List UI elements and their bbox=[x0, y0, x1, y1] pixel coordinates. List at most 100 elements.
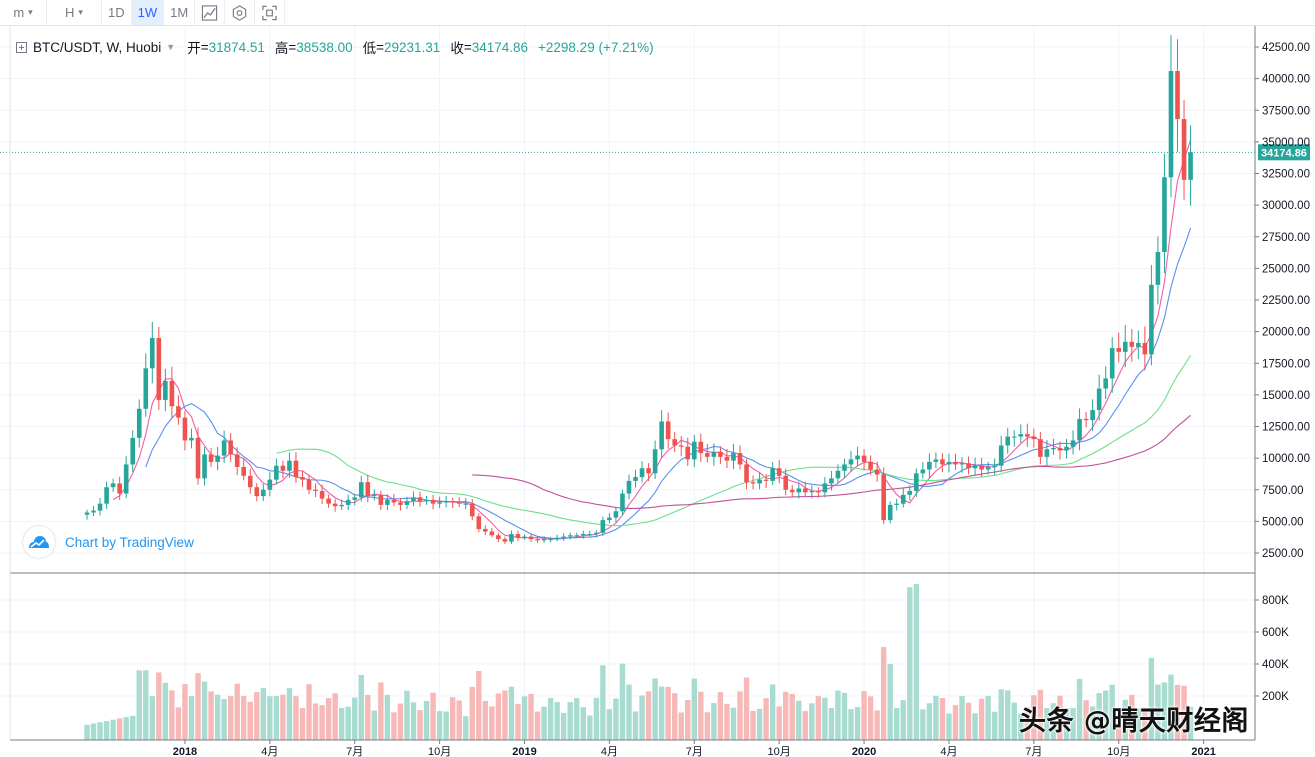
volume-bar bbox=[920, 709, 926, 740]
volume-bar bbox=[867, 696, 874, 740]
candle-body bbox=[1142, 343, 1148, 355]
volume-bar bbox=[384, 694, 391, 740]
volume-bar bbox=[1005, 690, 1011, 740]
volume-bar bbox=[1187, 706, 1194, 740]
ma-60-line bbox=[472, 414, 1191, 509]
volume-bar bbox=[1037, 689, 1044, 740]
price-tick-label: 17500.00 bbox=[1262, 358, 1310, 370]
candle-body bbox=[1064, 446, 1069, 451]
fullscreen-button[interactable] bbox=[255, 0, 286, 25]
chart-style-icon bbox=[202, 4, 218, 21]
interval-hours-button[interactable]: H ▾ bbox=[47, 0, 102, 25]
candle-body bbox=[894, 503, 900, 505]
price-tick-label: 12500.00 bbox=[1262, 422, 1310, 434]
candle-body bbox=[1162, 177, 1167, 252]
volume-bar bbox=[698, 691, 704, 740]
candle-body bbox=[1175, 71, 1180, 120]
volume-bar bbox=[645, 691, 652, 740]
candle-body bbox=[1038, 439, 1043, 457]
axes: 34174.86 2500.00 5000.00 7500.00 10000.00 125… bbox=[0, 26, 1310, 757]
interval-1w-button[interactable]: 1W bbox=[131, 0, 165, 25]
volume-bar bbox=[1142, 708, 1148, 740]
interval-1d-button[interactable]: 1D bbox=[102, 0, 132, 25]
volume-bar bbox=[913, 584, 920, 740]
candle-body bbox=[548, 539, 553, 541]
volume-bar bbox=[678, 712, 684, 740]
candle-body bbox=[143, 368, 149, 409]
volume-bar bbox=[593, 697, 600, 740]
candle-body bbox=[130, 437, 136, 465]
volume-bar bbox=[1109, 684, 1115, 740]
volume-bar bbox=[391, 712, 397, 740]
candle-body bbox=[1096, 388, 1102, 411]
candle-body bbox=[626, 480, 632, 494]
symbol-title[interactable]: BTC/USDT, W, Huobi bbox=[33, 39, 162, 55]
volume-bar bbox=[613, 698, 619, 740]
candle-body bbox=[1051, 448, 1056, 450]
volume-bar bbox=[332, 693, 338, 740]
volume-bar bbox=[796, 700, 802, 740]
grid bbox=[0, 26, 1255, 740]
candle-body bbox=[535, 539, 540, 541]
volume-bar bbox=[1018, 713, 1024, 740]
volume-bar bbox=[574, 697, 580, 740]
volume-bar bbox=[162, 682, 169, 740]
volume-bar bbox=[822, 697, 828, 740]
volume-bar bbox=[299, 707, 306, 740]
volume-bar bbox=[946, 713, 952, 740]
volume-bar bbox=[691, 678, 697, 740]
chevron-down-icon[interactable]: ▼ bbox=[166, 42, 176, 52]
volume-bar bbox=[534, 711, 541, 740]
chart-style-button[interactable] bbox=[195, 0, 226, 25]
candle-body bbox=[600, 520, 606, 533]
candle-body bbox=[914, 473, 919, 492]
volume-bar bbox=[711, 703, 717, 740]
volume-bar bbox=[319, 705, 325, 740]
candle-body bbox=[319, 491, 325, 499]
expand-icon[interactable] bbox=[16, 41, 27, 53]
candle-body bbox=[528, 536, 534, 540]
candle-body bbox=[104, 487, 109, 504]
candle-body bbox=[809, 491, 815, 493]
candle-body bbox=[456, 502, 462, 504]
candle-body bbox=[959, 463, 965, 465]
volume-bar bbox=[861, 691, 867, 740]
volume-bar bbox=[260, 687, 267, 740]
volume-bar bbox=[815, 696, 822, 740]
volume-bar bbox=[554, 702, 560, 740]
candle-body bbox=[437, 502, 442, 504]
volume-bar bbox=[991, 711, 998, 740]
candle-body bbox=[163, 380, 168, 400]
volume-bar bbox=[273, 696, 280, 740]
candle-body bbox=[352, 497, 358, 500]
candle-body bbox=[287, 460, 292, 471]
candle-body bbox=[332, 503, 338, 507]
volume-bar bbox=[567, 702, 573, 740]
volume-bar bbox=[737, 691, 743, 740]
tradingview-badge[interactable]: Chart by TradingView bbox=[23, 526, 194, 558]
candle-body bbox=[1136, 343, 1141, 347]
volume-bar bbox=[907, 587, 913, 740]
volume-bar bbox=[286, 688, 293, 740]
volume-bar bbox=[848, 709, 854, 740]
candle-body bbox=[123, 464, 129, 494]
interval-1m-button[interactable]: 1M bbox=[164, 0, 196, 25]
volume-bar bbox=[665, 686, 671, 740]
volume-bar bbox=[221, 698, 227, 740]
volume-bar bbox=[149, 696, 155, 740]
volume-bar bbox=[116, 718, 123, 740]
candle-body bbox=[430, 499, 436, 504]
candle-body bbox=[665, 421, 671, 440]
volume-bar bbox=[267, 696, 273, 740]
volume-bar bbox=[789, 693, 795, 740]
candle-body bbox=[979, 465, 984, 470]
low-key: 低 bbox=[362, 41, 377, 56]
interval-minutes-button[interactable]: m ▾ bbox=[0, 0, 47, 25]
price-tick-label: 7500.00 bbox=[1262, 485, 1304, 497]
candle-body bbox=[776, 468, 782, 476]
candle-body bbox=[254, 487, 260, 497]
indicators-button[interactable] bbox=[225, 0, 256, 25]
close-value: 34174.86 bbox=[471, 39, 529, 55]
candle-body bbox=[1070, 440, 1076, 447]
